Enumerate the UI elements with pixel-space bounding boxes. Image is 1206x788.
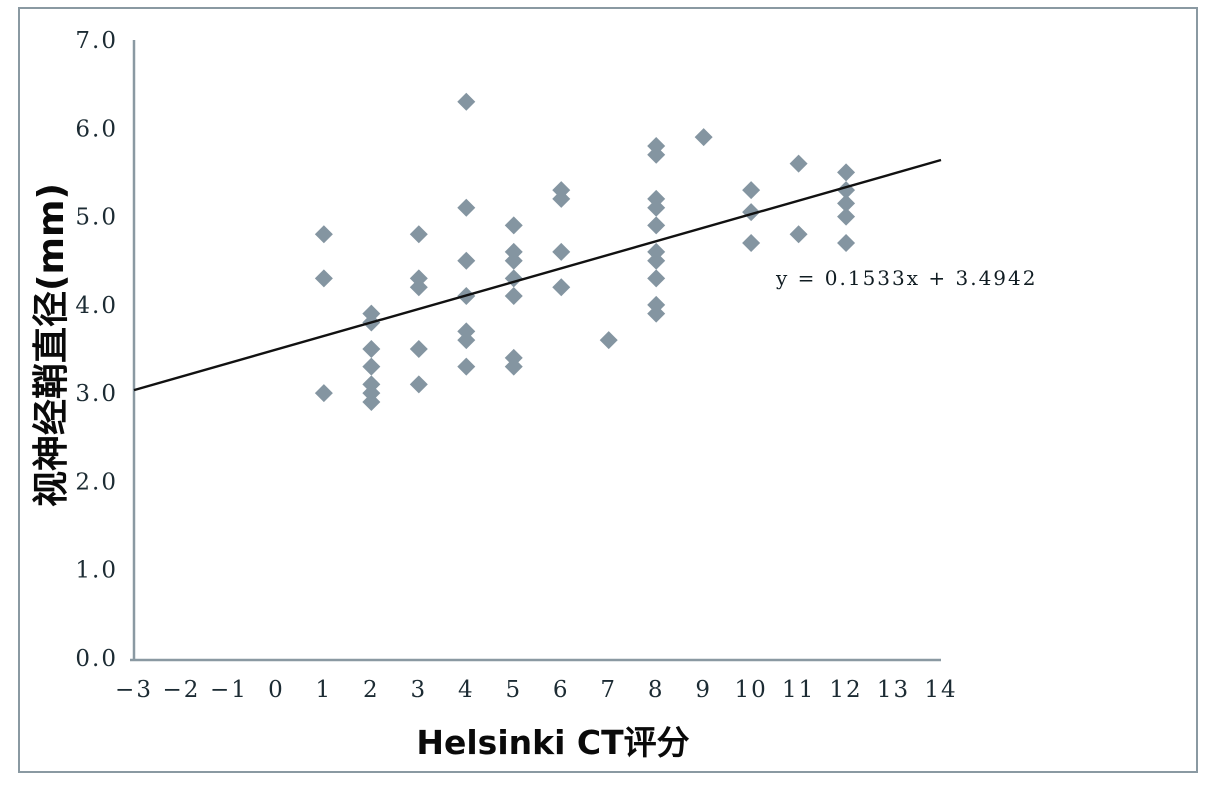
data-point-diamond [504, 251, 523, 270]
y-tick-label: 5.0 [75, 205, 118, 231]
x-axis-tick-labels: −3 −2 −1 0 1 2 3 4 5 6 7 8 9 10 11 12 13 14 [115, 677, 957, 703]
data-point-diamond [409, 340, 428, 358]
y-axis-tick-labels: 0.0 1.0 2.0 3.0 4.0 5.0 6.0 7.0 [75, 28, 118, 672]
x-tick-label: 14 [924, 677, 957, 703]
axes [130, 40, 941, 662]
x-tick-label: 10 [734, 677, 767, 703]
y-tick-label: 0.0 [75, 646, 118, 672]
data-point-diamond [552, 278, 571, 297]
y-tick-label: 2.0 [75, 469, 118, 495]
x-tick-label: 2 [363, 677, 380, 703]
data-point-diamond [742, 181, 761, 200]
y-tick-label: 7.0 [75, 28, 118, 54]
x-tick-label: −1 [210, 677, 248, 703]
data-point-diamond [647, 216, 666, 235]
data-point-diamond [362, 357, 381, 376]
x-tick-label: 3 [411, 677, 428, 703]
x-tick-label: 0 [268, 677, 285, 703]
x-tick-label: 13 [877, 677, 910, 703]
data-point-diamond [789, 225, 808, 244]
data-point-diamond [457, 198, 476, 217]
y-tick-label: 1.0 [75, 558, 118, 584]
data-point-diamond [694, 128, 713, 147]
x-tick-label: −2 [163, 677, 201, 703]
data-point-diamond [504, 216, 523, 235]
x-tick-label: 8 [648, 677, 665, 703]
y-axis-title: 视神经鞘直径(mm) [31, 183, 72, 507]
x-tick-label: −3 [115, 677, 153, 703]
data-point-diamond [362, 392, 381, 411]
x-axis-title: Helsinki CT评分 [416, 723, 689, 762]
data-points [314, 92, 856, 411]
data-point-diamond [837, 163, 856, 182]
data-point-diamond [647, 251, 666, 270]
data-point-diamond [457, 331, 476, 350]
x-tick-label: 6 [553, 677, 570, 703]
trendline-equation-label: y = 0.1533x + 3.4942 [775, 266, 1037, 290]
data-point-diamond [837, 194, 856, 213]
data-point-diamond [647, 145, 666, 164]
x-tick-label: 4 [458, 677, 475, 703]
data-point-diamond [457, 357, 476, 376]
x-tick-label: 12 [829, 677, 862, 703]
data-point-diamond [314, 269, 333, 288]
data-point-diamond [314, 384, 333, 403]
data-point-diamond [647, 304, 666, 323]
data-point-diamond [409, 375, 428, 394]
data-point-diamond [742, 234, 761, 253]
data-point-diamond [409, 225, 428, 244]
x-tick-label: 9 [695, 677, 712, 703]
data-point-diamond [552, 189, 571, 208]
data-point-diamond [362, 340, 381, 358]
regression-line [133, 158, 942, 392]
x-tick-label: 5 [505, 677, 522, 703]
data-point-diamond [504, 287, 523, 306]
y-tick-label: 4.0 [75, 293, 118, 319]
data-point-diamond [647, 269, 666, 288]
x-tick-label: 7 [600, 677, 617, 703]
data-point-diamond [457, 251, 476, 270]
x-tick-label: 1 [316, 677, 333, 703]
data-point-diamond [837, 234, 856, 253]
data-point-diamond [457, 92, 476, 111]
data-point-diamond [837, 207, 856, 226]
x-tick-label: 11 [782, 677, 815, 703]
trend-line [133, 158, 942, 392]
y-tick-label: 6.0 [75, 116, 118, 142]
data-point-diamond [599, 331, 618, 350]
data-point-diamond [314, 225, 333, 244]
data-point-diamond [647, 198, 666, 217]
y-tick-label: 3.0 [75, 381, 118, 407]
data-point-diamond [552, 242, 571, 261]
data-point-diamond [789, 154, 808, 173]
data-point-diamond [409, 278, 428, 297]
data-point-diamond [504, 357, 523, 376]
